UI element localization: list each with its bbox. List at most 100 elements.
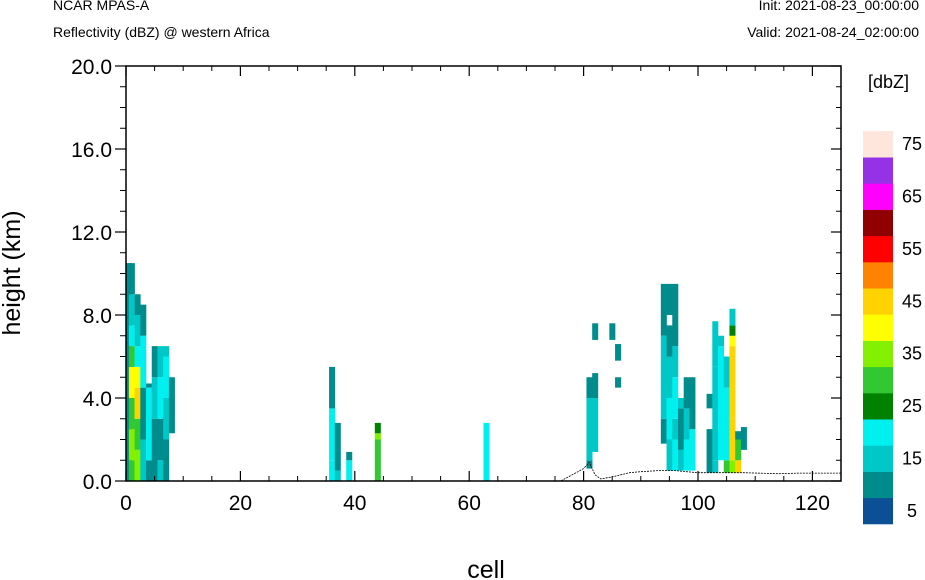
colorbar-swatch-5 (863, 366, 893, 394)
reflectivity-cell-20-1 (672, 418, 679, 440)
reflectivity-cell-6-2 (157, 377, 164, 419)
colorbar-swatch-14 (863, 131, 893, 158)
reflectivity-cell-3-2 (140, 335, 147, 388)
reflectivity-cell-29-0 (735, 460, 742, 473)
reflectivity-cell-18-0 (660, 418, 667, 444)
reflectivity-cell-26-1 (718, 335, 725, 347)
y-tick-label-4: 16.0 (71, 139, 112, 162)
colorbar-label-5: 55 (902, 239, 922, 259)
reflectivity-cell-6-3 (157, 346, 164, 378)
x-tick-label-0: 0 (120, 492, 132, 515)
reflectivity-cell-5-1 (151, 377, 158, 419)
reflectivity-cell-20-0 (672, 439, 679, 471)
y-tick-label-0: 0.0 (83, 471, 112, 494)
reflectivity-cell-10-1 (334, 439, 341, 471)
reflectivity-cell-13-0 (483, 422, 490, 481)
x-tick-label-6: 120 (795, 492, 830, 515)
reflectivity-cell-1-5 (128, 325, 135, 347)
reflectivity-cell-28-0 (729, 460, 736, 473)
x-tick-label-4: 80 (572, 492, 595, 515)
colorbar-label-4: 45 (902, 291, 922, 311)
reflectivity-cell-19-2 (666, 356, 673, 398)
reflectivity-cell-22-1 (683, 408, 690, 440)
reflectivity-cell-1-4 (128, 346, 135, 367)
reflectivity-cell-16-0 (609, 323, 616, 340)
reflectivity-cell-3-3 (140, 304, 147, 336)
reflectivity-cell-28-1 (729, 418, 736, 461)
reflectivity-cell-1-2 (128, 398, 135, 430)
reflectivity-cell-30-0 (740, 427, 747, 450)
field-title: Reflectivity (dBZ) @ western Africa (53, 24, 270, 40)
reflectivity-cell-24-1 (706, 393, 713, 409)
reflectivity-cell-11-1 (346, 451, 353, 461)
reflectivity-cell-2-2 (134, 387, 141, 419)
reflectivity-cell-21-0 (677, 449, 684, 471)
reflectivity-cell-10-2 (334, 422, 341, 440)
reflectivity-cell-7-3 (163, 346, 170, 357)
colorbar-swatch-7 (863, 314, 893, 341)
reflectivity-cell-27-0 (723, 460, 730, 473)
reflectivity-cell-25-0 (712, 460, 719, 473)
reflectivity-cell-24-0 (706, 429, 713, 473)
reflectivity-cell-8-0 (168, 377, 175, 434)
reflectivity-cell-12-1 (374, 433, 381, 440)
reflectivity-cell-17-1 (615, 344, 622, 361)
reflectivity-cell-3-1 (140, 387, 147, 440)
reflectivity-cell-7-2 (163, 356, 170, 398)
colorbar-swatch-1 (863, 471, 893, 499)
reflectivity-cell-1-6 (128, 294, 135, 326)
y-tick-label-5: 20.0 (71, 56, 112, 79)
reflectivity-cell-19-1 (666, 398, 673, 440)
colorbar-swatch-10 (863, 235, 893, 263)
colorbar-title: [dbZ] (868, 72, 909, 92)
reflectivity-cell-18-2 (660, 283, 667, 336)
reflectivity-cell-9-2 (329, 366, 336, 409)
colorbar-label-2: 25 (902, 396, 922, 416)
colorbar-swatch-2 (863, 445, 893, 472)
reflectivity-cell-18-1 (660, 335, 667, 419)
colorbar-label-0: 5 (907, 501, 917, 521)
reflectivity-cell-2-5 (134, 315, 141, 347)
reflectivity-cell-28-3 (729, 335, 736, 347)
y-tick-label-3: 12.0 (71, 222, 112, 245)
reflectivity-cell-25-2 (712, 321, 719, 367)
reflectivity-cell-27-2 (723, 356, 730, 388)
colorbar-swatch-12 (863, 183, 893, 210)
reflectivity-cell-2-1 (134, 418, 141, 450)
reflectivity-cell-14-1 (586, 398, 593, 461)
reflectivity-cell-6-0 (157, 460, 164, 481)
reflectivity-cells (126, 263, 747, 482)
reflectivity-cell-15-1 (592, 373, 599, 398)
x-tick-label-3: 60 (458, 492, 481, 515)
reflectivity-cell-20-4 (672, 283, 679, 347)
reflectivity-cell-26-0 (718, 346, 725, 461)
reflectivity-cell-9-0 (329, 460, 336, 481)
reflectivity-cell-3-0 (140, 439, 147, 481)
reflectivity-cell-27-1 (723, 387, 730, 461)
colorbar-swatch-3 (863, 419, 893, 446)
reflectivity-cell-28-5 (729, 308, 736, 326)
reflectivity-cell-1-7 (128, 263, 135, 295)
reflectivity-cell-19-3 (666, 325, 673, 357)
reflectivity-cell-21-2 (677, 398, 684, 409)
reflectivity-cell-15-0 (592, 398, 599, 452)
reflectivity-cell-20-2 (672, 377, 679, 419)
colorbar-swatch-8 (863, 288, 893, 315)
reflectivity-cell-14-2 (586, 377, 593, 398)
colorbar-label-6: 65 (902, 187, 922, 207)
reflectivity-cell-1-3 (128, 366, 135, 399)
reflectivity-cell-21-1 (677, 408, 684, 450)
reflectivity-cell-29-2 (735, 431, 742, 440)
reflectivity-cell-11-0 (346, 460, 353, 481)
reflectivity-cell-5-2 (151, 346, 158, 378)
reflectivity-cell-12-2 (374, 422, 381, 434)
reflectivity-cell-28-4 (729, 325, 736, 336)
reflectivity-cell-10-0 (334, 470, 341, 482)
reflectivity-cell-1-0 (128, 460, 135, 481)
reflectivity-cell-2-3 (134, 366, 141, 388)
reflectivity-cell-19-0 (666, 439, 673, 471)
y-tick-label-2: 8.0 (83, 305, 112, 328)
reflectivity-cell-29-1 (735, 439, 742, 461)
reflectivity-cell-1-1 (128, 429, 135, 461)
